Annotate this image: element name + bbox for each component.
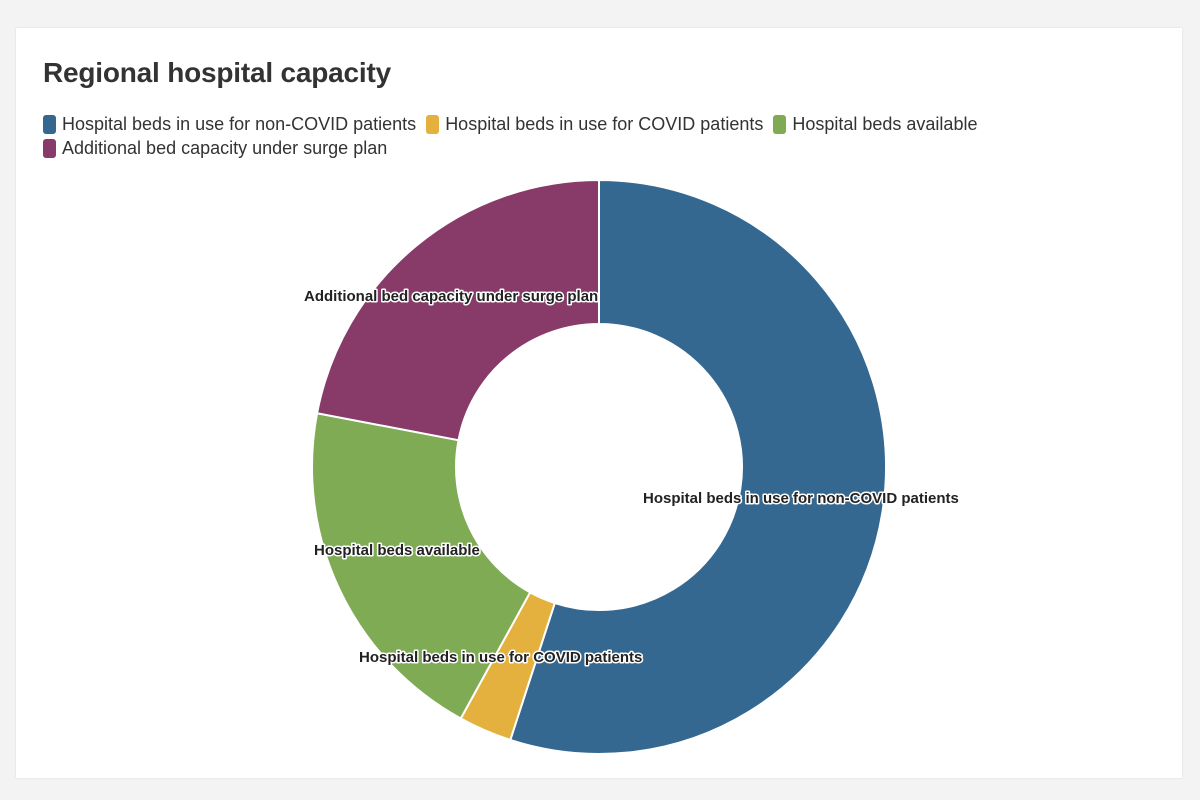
legend-item-covid[interactable]: Hospital beds in use for COVID patients [426,114,763,135]
donut-slice-surge[interactable] [315,178,600,442]
legend-label-available: Hospital beds available [792,114,978,134]
legend-label-covid: Hospital beds in use for COVID patients [445,114,764,134]
legend-label-surge: Additional bed capacity under surge plan [62,138,388,158]
slice-label-non-covid: Hospital beds in use for non-COVID patie… [643,490,959,507]
legend-swatch-surge [43,139,56,158]
donut-slice-available[interactable] [311,412,532,720]
legend-swatch-covid [426,115,440,134]
chart-card: Regional hospital capacity Hospital beds… [16,28,1182,778]
slice-label-surge: Additional bed capacity under surge plan [304,288,598,305]
slice-label-available: Hospital beds available [314,542,480,559]
donut-slices [311,178,887,755]
chart-title: Regional hospital capacity [43,57,391,88]
legend-item-non-covid[interactable]: Hospital beds in use for non-COVID patie… [43,114,416,135]
legend-label-non-covid: Hospital beds in use for non-COVID patie… [62,114,417,134]
legend-item-surge[interactable]: Additional bed capacity under surge plan [43,138,387,159]
donut-chart: Hospital beds in use for non-COVID patie… [303,178,961,755]
legend-swatch-available [773,115,787,134]
legend-item-available[interactable]: Hospital beds available [773,114,977,135]
legend-swatch-non-covid [43,115,56,134]
donut-labels: Hospital beds in use for non-COVID patie… [303,287,961,668]
slice-label-covid: Hospital beds in use for COVID patients [359,649,642,666]
chart-legend: Hospital beds in use for non-COVID patie… [43,114,1023,159]
donut-slice-non-covid[interactable] [509,178,887,755]
